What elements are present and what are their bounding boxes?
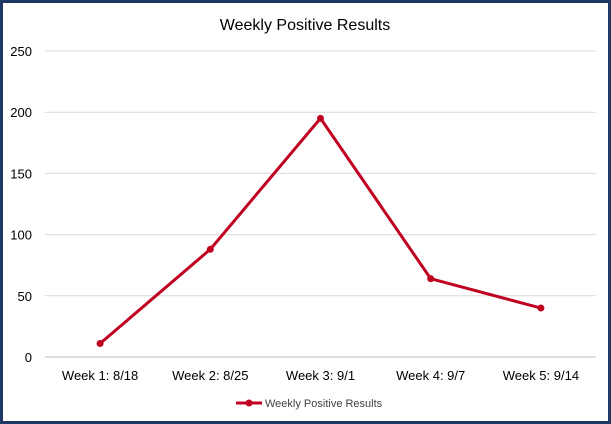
x-tick-label: Week 2: 8/25: [172, 368, 248, 383]
plot-area: [96, 114, 545, 348]
x-tick-label: Week 4: 9/7: [396, 368, 465, 383]
data-point: [317, 114, 324, 122]
legend-label: Weekly Positive Results: [265, 398, 383, 410]
data-point: [427, 275, 435, 283]
data-point: [206, 245, 214, 253]
x-tick-label: Week 1: 8/18: [62, 368, 138, 383]
data-point: [537, 304, 545, 312]
y-tick-label: 250: [10, 44, 32, 59]
legend-marker: [245, 399, 253, 407]
x-tick-label: Week 3: 9/1: [286, 368, 355, 383]
y-tick-label: 150: [10, 166, 32, 181]
legend: Weekly Positive Results: [236, 398, 383, 410]
y-axis-ticks: 0 50 100 150 200 250: [10, 44, 32, 365]
chart-title: Weekly Positive Results: [220, 17, 390, 34]
y-tick-label: 100: [10, 228, 32, 243]
y-tick-label: 50: [18, 289, 32, 304]
gridlines: [45, 50, 596, 297]
series-line: [99, 116, 542, 345]
y-tick-label: 200: [10, 105, 32, 120]
y-tick-label: 0: [25, 350, 32, 365]
x-axis-ticks: Week 1: 8/18 Week 2: 8/25 Week 3: 9/1 Week …: [62, 368, 579, 383]
data-point: [96, 340, 104, 348]
x-tick-label: Week 5: 9/14: [503, 368, 579, 383]
